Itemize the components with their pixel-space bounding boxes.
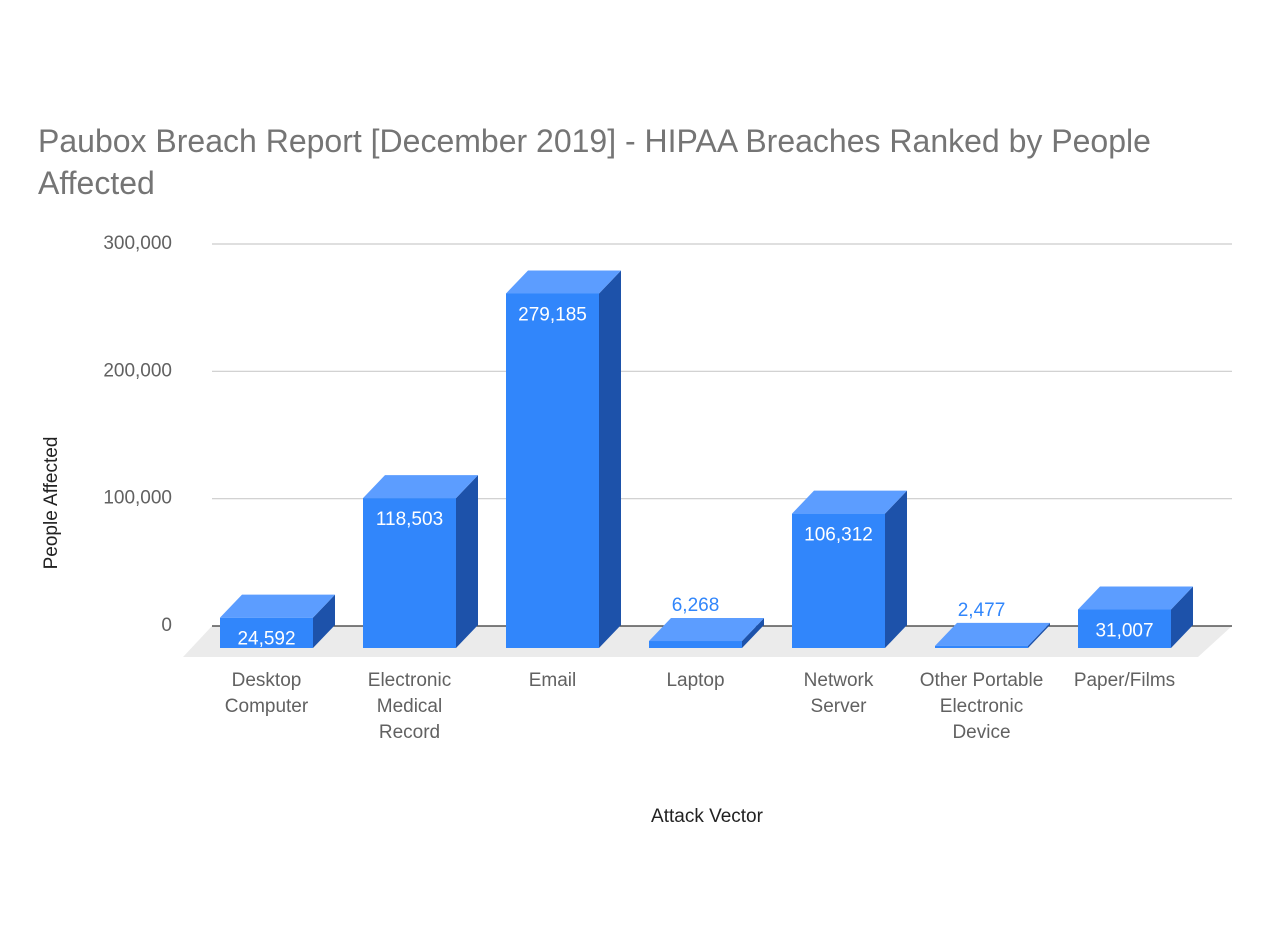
- bar-side: [456, 475, 478, 648]
- bar-side: [742, 618, 764, 648]
- bar: [792, 490, 907, 648]
- bar-front: [649, 641, 742, 648]
- x-tick-label: Email: [528, 670, 577, 691]
- x-tick-label: Desktop Computer: [224, 670, 309, 717]
- bar-front: [792, 513, 885, 648]
- value-label: 118,503: [376, 509, 443, 530]
- bar-front: [1078, 609, 1171, 648]
- bar-side: [313, 594, 335, 648]
- bar-side: [885, 490, 907, 648]
- bar-top: [363, 475, 478, 499]
- bar: [1078, 586, 1193, 648]
- value-label: 24,592: [237, 629, 295, 650]
- x-tick-label: Other Portable Electronic Device: [919, 670, 1044, 743]
- chart-title: Paubox Breach Report [December 2019] - H…: [38, 123, 1151, 201]
- x-tick-label: Paper/Films: [1073, 670, 1176, 691]
- value-label: 31,007: [1095, 621, 1153, 642]
- bar-top: [220, 594, 335, 618]
- bar-front: [363, 498, 456, 648]
- y-tick-label: 0: [161, 615, 172, 636]
- bar: [506, 270, 621, 648]
- value-label: 2,477: [958, 600, 1006, 621]
- bar-side: [1171, 586, 1193, 648]
- bar: [363, 475, 478, 648]
- y-tick-label: 300,000: [103, 233, 172, 254]
- bar-top: [792, 490, 907, 514]
- x-tick-label: Network Server: [803, 670, 874, 717]
- value-label: 279,185: [518, 305, 587, 326]
- y-axis-title: People Affected: [41, 437, 62, 570]
- x-axis-title: Attack Vector: [651, 806, 764, 827]
- bar-front: [506, 293, 599, 648]
- x-tick-label: Electronic Medical Record: [367, 670, 452, 743]
- bar-top: [649, 618, 764, 642]
- bar-top: [935, 622, 1050, 646]
- y-tick-label: 200,000: [103, 360, 172, 381]
- bar-front: [935, 645, 1028, 648]
- bar-front: [220, 617, 313, 648]
- bar: [220, 594, 335, 648]
- bar: [935, 622, 1050, 648]
- bar-side: [1028, 622, 1050, 648]
- value-label: 106,312: [804, 525, 873, 546]
- value-label: 6,268: [672, 595, 720, 616]
- bar-side: [599, 270, 621, 648]
- bar: [649, 618, 764, 648]
- bar-top: [1078, 586, 1193, 610]
- bar-top: [506, 270, 621, 294]
- x-tick-label: Laptop: [666, 670, 725, 691]
- y-tick-label: 100,000: [103, 488, 172, 509]
